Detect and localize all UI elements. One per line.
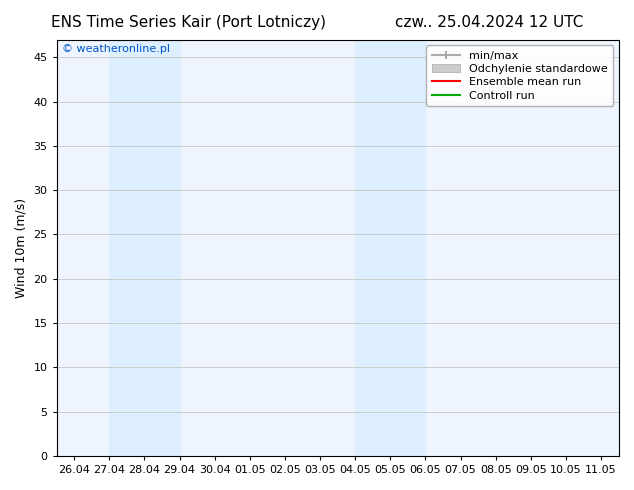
Text: czw.. 25.04.2024 12 UTC: czw.. 25.04.2024 12 UTC <box>395 15 583 30</box>
Legend: min/max, Odchylenie standardowe, Ensemble mean run, Controll run: min/max, Odchylenie standardowe, Ensembl… <box>427 45 613 106</box>
Bar <box>355 40 425 456</box>
Bar <box>110 40 179 456</box>
Y-axis label: Wind 10m (m/s): Wind 10m (m/s) <box>15 197 28 298</box>
Text: © weatheronline.pl: © weatheronline.pl <box>62 44 171 54</box>
Text: ENS Time Series Kair (Port Lotniczy): ENS Time Series Kair (Port Lotniczy) <box>51 15 326 30</box>
